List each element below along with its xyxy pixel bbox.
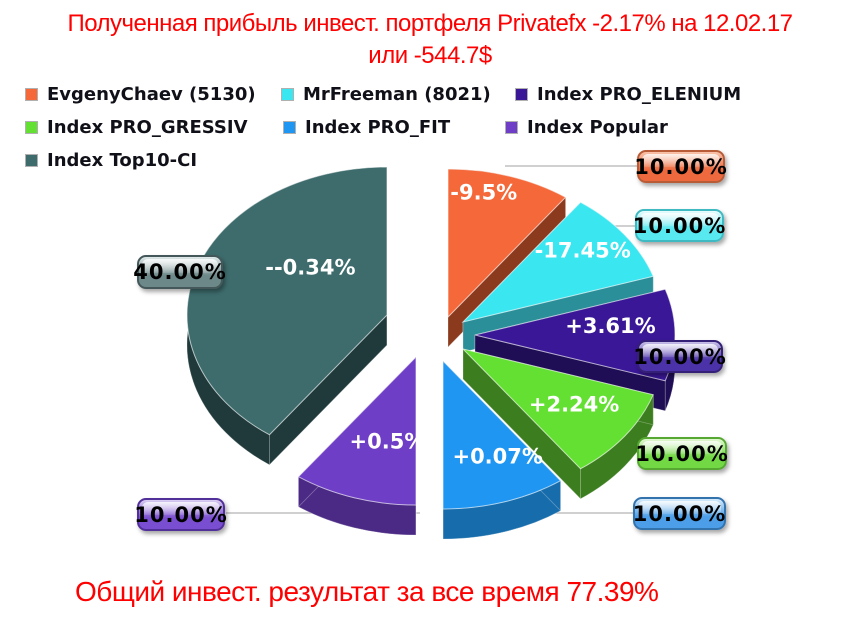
legend-swatch-icon bbox=[25, 153, 38, 167]
pie-slice-4 bbox=[442, 359, 562, 540]
callout-value: 10.00% bbox=[635, 441, 729, 466]
legend-item: MrFreeman (8021) bbox=[281, 83, 491, 105]
total-result-text: Общий инвест. результат за все время 77.… bbox=[75, 576, 659, 607]
callout-badge: 10.00% bbox=[633, 497, 726, 530]
callout-value: 10.00% bbox=[633, 344, 727, 369]
legend-label: Index Top10-CI bbox=[47, 149, 198, 171]
legend-label: Index PRO_FIT bbox=[305, 116, 451, 138]
callout-badge: 10.00% bbox=[633, 340, 726, 373]
callout-value: 10.00% bbox=[634, 154, 728, 179]
slice-profit-label: -17.45% bbox=[535, 238, 631, 262]
slice-profit-label: +0.07% bbox=[452, 444, 542, 468]
chart-title-line-2: или -544.7$ bbox=[368, 42, 492, 69]
callout-badge: 10.00% bbox=[634, 150, 728, 183]
callout-value: 10.00% bbox=[632, 213, 727, 238]
legend-item: Index Top10-CI bbox=[25, 149, 198, 171]
pie-slice-3 bbox=[461, 348, 654, 500]
callout-badge: 40.00% bbox=[133, 255, 226, 289]
legend-item: Index PRO_GRESSIV bbox=[25, 116, 248, 138]
pie-slice-6 bbox=[186, 166, 388, 466]
legend-label: Index Popular bbox=[527, 116, 668, 138]
slice-profit-label: +3.61% bbox=[565, 314, 655, 338]
legend-swatch-icon bbox=[283, 120, 296, 134]
callout-value: 10.00% bbox=[632, 501, 727, 526]
slice-profit-label: +2.24% bbox=[529, 392, 619, 416]
callout-badge: 10.00% bbox=[632, 209, 727, 242]
legend-label: EvgenyChaev (5130) bbox=[47, 83, 256, 105]
legend-item: Index Popular bbox=[505, 116, 668, 138]
legend-swatch-icon bbox=[515, 87, 528, 101]
pie-slice-5 bbox=[297, 355, 417, 536]
legend-swatch-icon bbox=[505, 120, 518, 134]
legend-label: MrFreeman (8021) bbox=[303, 83, 491, 105]
legend-item: Index PRO_FIT bbox=[283, 116, 451, 138]
legend-swatch-icon bbox=[25, 120, 38, 134]
callout-badge: 10.00% bbox=[635, 437, 729, 470]
legend-item: Index PRO_ELENIUM bbox=[515, 83, 742, 105]
chart-title-line-1: Полученная прибыль инвест. портфеля Priv… bbox=[67, 10, 793, 37]
chart-title: Полученная прибыль инвест. портфеля Priv… bbox=[0, 8, 860, 72]
legend-label: Index PRO_ELENIUM bbox=[537, 83, 742, 105]
legend-swatch-icon bbox=[25, 87, 38, 101]
slice-profit-label: -9.5% bbox=[450, 181, 517, 205]
slice-profit-label: --0.34% bbox=[265, 255, 355, 279]
callout-value: 40.00% bbox=[133, 260, 227, 284]
callout-badge: 10.00% bbox=[134, 498, 228, 531]
legend-item: EvgenyChaev (5130) bbox=[25, 83, 256, 105]
slice-profit-label: +0.5% bbox=[350, 430, 426, 454]
legend-swatch-icon bbox=[281, 87, 294, 101]
legend-label: Index PRO_GRESSIV bbox=[47, 116, 248, 138]
callout-value: 10.00% bbox=[134, 502, 228, 527]
